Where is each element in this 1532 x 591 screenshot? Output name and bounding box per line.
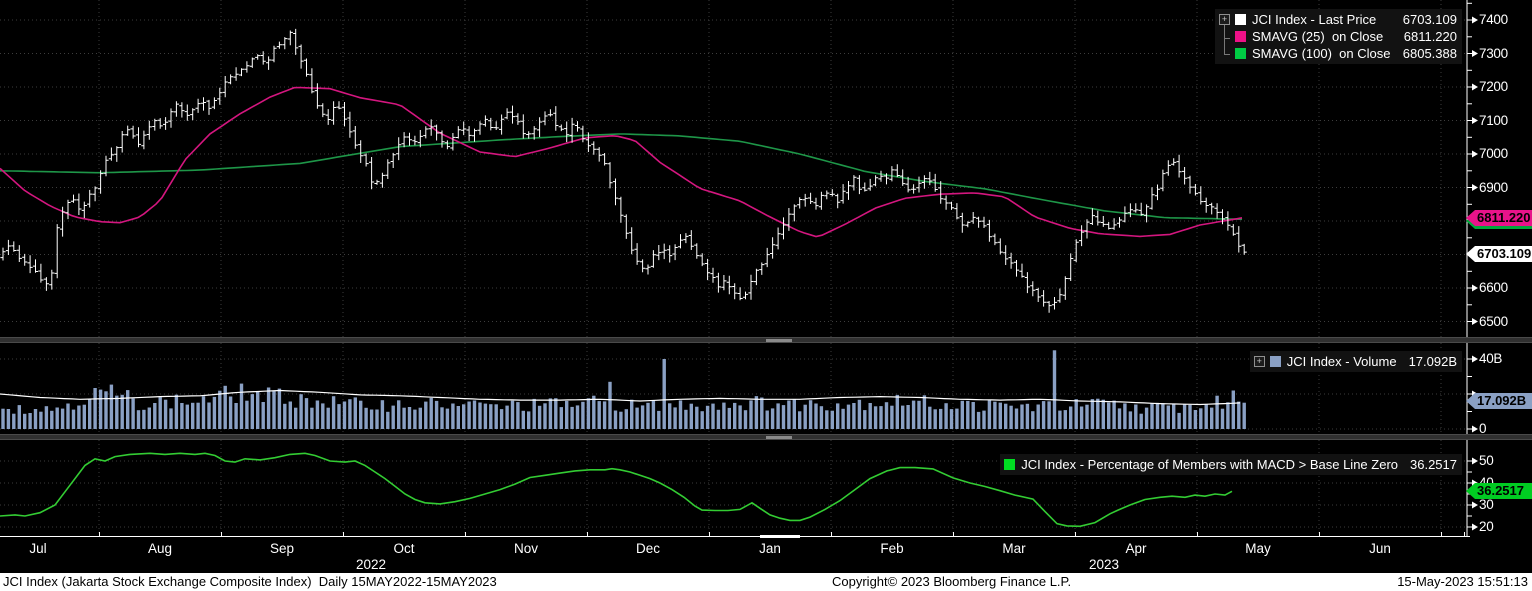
volume-panel[interactable] bbox=[0, 343, 1532, 434]
legend-value: 17.092B bbox=[1408, 354, 1457, 369]
legend-expand-icon[interactable]: + bbox=[1219, 14, 1230, 25]
x-axis-tick bbox=[221, 532, 222, 536]
legend-value: 36.2517 bbox=[1410, 457, 1457, 472]
x-axis-month-label: Mar bbox=[1002, 541, 1026, 556]
macd-legend: JCI Index - Percentage of Members with M… bbox=[1000, 454, 1462, 475]
volume-legend: + JCI Index - Volume 17.092B bbox=[1249, 351, 1462, 372]
legend-row-macd[interactable]: JCI Index - Percentage of Members with M… bbox=[1004, 456, 1457, 473]
status-bar: JCI Index (Jakarta Stock Exchange Compos… bbox=[0, 573, 1532, 591]
x-axis-tick bbox=[831, 532, 832, 536]
x-axis-month-label: Oct bbox=[393, 541, 415, 556]
panel-separator-price-volume[interactable] bbox=[0, 337, 1532, 343]
x-axis-month-label: Jun bbox=[1369, 541, 1391, 556]
smavg100-swatch-icon bbox=[1235, 48, 1246, 59]
legend-expand-icon[interactable]: + bbox=[1253, 356, 1265, 367]
legend-tree-line bbox=[1224, 54, 1230, 55]
legend-row-smavg100[interactable]: SMAVG (100) on Close 6805.388 bbox=[1219, 45, 1457, 62]
volume-value-tag: 17.092B bbox=[1466, 393, 1532, 409]
legend-value: 6805.388 bbox=[1402, 46, 1457, 61]
x-axis-drag-handle[interactable] bbox=[760, 535, 800, 538]
x-axis-tick bbox=[1075, 532, 1076, 536]
price-ohlc-bars bbox=[0, 28, 1247, 313]
timestamp: 15-May-2023 15:51:13 bbox=[1397, 574, 1528, 589]
macd-value-tag: 36.2517 bbox=[1466, 483, 1532, 499]
legend-value: 6703.109 bbox=[1402, 12, 1457, 27]
price-legend: + JCI Index - Last Price 6703.109 SMAVG … bbox=[1215, 9, 1462, 64]
smavg25-swatch-icon bbox=[1235, 31, 1246, 42]
legend-row-volume[interactable]: + JCI Index - Volume 17.092B bbox=[1253, 353, 1457, 370]
smavg100-line bbox=[0, 133, 1243, 221]
x-axis-month-label: Apr bbox=[1125, 541, 1147, 556]
smavg25-line bbox=[0, 86, 1243, 238]
smavg25-price-tag: 6811.220 bbox=[1466, 210, 1532, 226]
x-axis-tick bbox=[343, 532, 344, 536]
x-axis-tick bbox=[465, 532, 466, 536]
macd-percent-line bbox=[0, 452, 1233, 528]
x-axis-tick bbox=[953, 532, 954, 536]
separator-drag-handle[interactable] bbox=[766, 436, 792, 439]
volume-ma-line bbox=[0, 389, 1241, 406]
x-axis-tick bbox=[1464, 532, 1465, 536]
volume-chart-svg[interactable] bbox=[0, 343, 1532, 434]
x-axis-year-label: 2023 bbox=[1088, 557, 1120, 572]
x-axis-tick bbox=[709, 532, 710, 536]
legend-row-smavg25[interactable]: SMAVG (25) on Close 6811.220 bbox=[1219, 28, 1457, 45]
x-axis-month-label: Aug bbox=[147, 541, 173, 556]
x-axis-year-label: 2022 bbox=[355, 557, 387, 572]
macd-swatch-icon bbox=[1004, 459, 1016, 470]
legend-tree-line bbox=[1224, 25, 1225, 54]
x-axis-tick bbox=[1319, 532, 1320, 536]
x-axis-line bbox=[0, 536, 1470, 537]
x-axis-month-label: Feb bbox=[880, 541, 904, 556]
panel-separator-volume-macd[interactable] bbox=[0, 434, 1532, 440]
x-axis-month-label: Sep bbox=[269, 541, 295, 556]
legend-label: JCI Index - Percentage of Members with M… bbox=[1021, 457, 1398, 472]
legend-row-last-price[interactable]: + JCI Index - Last Price 6703.109 bbox=[1219, 11, 1457, 28]
x-axis-month-label: Jan bbox=[759, 541, 781, 556]
x-axis-tick bbox=[1441, 532, 1442, 536]
last-price-tag: 6703.109 bbox=[1466, 246, 1532, 262]
legend-label: JCI Index - Volume bbox=[1286, 354, 1397, 369]
macd-percent-panel[interactable] bbox=[0, 440, 1532, 536]
separator-drag-handle[interactable] bbox=[766, 339, 792, 342]
x-axis-month-label: Jul bbox=[29, 541, 47, 556]
legend-tree-line bbox=[1224, 38, 1230, 39]
x-axis-tick bbox=[587, 532, 588, 536]
legend-label: SMAVG (100) on Close bbox=[1252, 46, 1391, 61]
x-axis-month-label: May bbox=[1245, 541, 1271, 556]
x-axis: Jul Aug Sep Oct Nov Dec Jan Feb Mar Apr May Jun 2022… bbox=[0, 532, 1532, 574]
last-price-swatch-icon bbox=[1235, 14, 1246, 25]
x-axis-month-label: Dec bbox=[635, 541, 661, 556]
copyright-text: Copyright© 2023 Bloomberg Finance L.P. bbox=[832, 574, 1072, 589]
x-axis-tick bbox=[99, 532, 100, 536]
volume-swatch-icon bbox=[1269, 356, 1281, 367]
x-axis-tick bbox=[1197, 532, 1198, 536]
legend-label: SMAVG (25) on Close bbox=[1252, 29, 1384, 44]
legend-label: JCI Index - Last Price bbox=[1252, 12, 1377, 27]
x-axis-month-label: Nov bbox=[513, 541, 539, 556]
macd-chart-svg[interactable] bbox=[0, 440, 1532, 536]
legend-value: 6811.220 bbox=[1403, 29, 1457, 44]
volume-bars bbox=[1, 350, 1246, 430]
chart-description: JCI Index (Jakarta Stock Exchange Compos… bbox=[3, 574, 497, 589]
